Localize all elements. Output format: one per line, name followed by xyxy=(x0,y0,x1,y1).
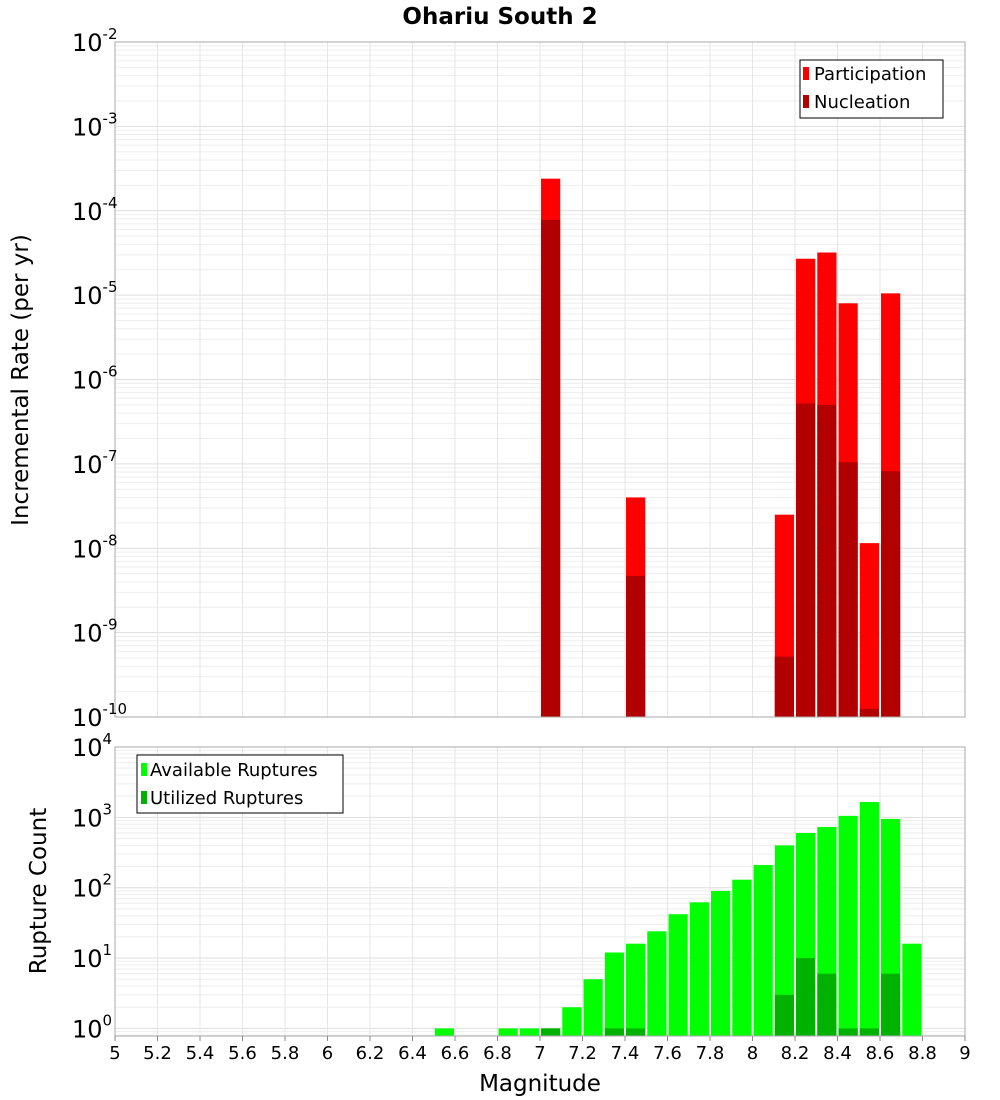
available-ruptures-bar xyxy=(838,815,858,1036)
count-y-tick-label: 100 xyxy=(72,1011,112,1043)
nucleation-legend-label: Nucleation xyxy=(814,92,910,113)
x-tick-label: 5.6 xyxy=(228,1043,257,1064)
available-ruptures-bar xyxy=(774,845,794,1036)
x-tick-label: 8 xyxy=(747,1043,758,1064)
rate-y-tick-label: 10-2 xyxy=(72,25,118,57)
available-ruptures-bar xyxy=(859,802,879,1036)
count-y-tick-label: 103 xyxy=(72,800,112,832)
rate-y-tick-label: 10-5 xyxy=(72,278,118,310)
x-tick-label: 7 xyxy=(534,1043,545,1064)
x-tick-label: 5.4 xyxy=(186,1043,215,1064)
available-ruptures-bar xyxy=(902,943,922,1036)
chart-title: Ohariu South 2 xyxy=(402,4,597,30)
rate-y-tick-label: 10-8 xyxy=(72,531,118,563)
utilized-ruptures-bar xyxy=(541,1028,561,1036)
available-ruptures-bar xyxy=(753,865,773,1036)
available-ruptures-bar xyxy=(498,1028,518,1036)
utilized-ruptures-bar xyxy=(838,1028,858,1036)
count-legend: Available Ruptures Utilized Ruptures xyxy=(136,754,344,814)
x-tick-label: 9 xyxy=(959,1043,970,1064)
count-y-tick-label: 101 xyxy=(72,941,112,973)
participation-legend-label: Participation xyxy=(814,64,926,85)
nucleation-bar xyxy=(838,462,858,717)
available-legend-swatch xyxy=(141,763,147,776)
utilized-ruptures-bar xyxy=(881,973,901,1036)
nucleation-legend-swatch xyxy=(803,95,809,108)
available-ruptures-bar xyxy=(604,952,624,1036)
utilized-ruptures-bar xyxy=(796,958,816,1036)
available-ruptures-bar xyxy=(562,1007,582,1036)
available-ruptures-bar xyxy=(647,931,667,1036)
available-ruptures-bar xyxy=(583,979,603,1036)
nucleation-bar xyxy=(541,219,561,717)
count-plot-y-ticks: 100 101 102 103 104 xyxy=(72,730,112,1043)
participation-bar xyxy=(859,543,879,717)
count-y-tick-label: 102 xyxy=(72,871,112,903)
rate-plot-y-ticks: 10-10 10-9 10-8 10-7 10-6 10-5 10-4 10-3 10-2 xyxy=(72,25,127,732)
available-ruptures-bar xyxy=(519,1028,539,1036)
x-tick-label: 5.8 xyxy=(271,1043,300,1064)
nucleation-bar xyxy=(817,404,837,717)
available-ruptures-bar xyxy=(689,902,709,1036)
x-tick-label: 5.2 xyxy=(143,1043,172,1064)
count-y-axis-label: Rupture Count xyxy=(26,808,52,974)
count-y-tick-label: 104 xyxy=(72,730,112,762)
count-plot-bars xyxy=(434,802,922,1036)
available-ruptures-bar xyxy=(711,890,731,1036)
utilized-legend-label: Utilized Ruptures xyxy=(150,788,303,809)
available-legend-label: Available Ruptures xyxy=(150,760,318,781)
x-tick-label: 8.6 xyxy=(866,1043,895,1064)
utilized-legend-swatch xyxy=(141,791,147,804)
x-tick-label: 6.6 xyxy=(441,1043,470,1064)
rate-y-axis-label: Incremental Rate (per yr) xyxy=(8,234,34,526)
rate-y-tick-label: 10-10 xyxy=(72,700,127,732)
nucleation-bar xyxy=(859,708,879,717)
available-ruptures-bar xyxy=(626,943,646,1036)
rate-legend-box xyxy=(799,59,944,119)
rate-legend: Participation Nucleation xyxy=(799,59,944,119)
count-plot: 100 101 102 103 104 5 5.2 5.4 5.6 5.8 6 6.2 6.4 6.6 6… xyxy=(26,730,971,1097)
rate-plot-frame xyxy=(114,41,966,718)
x-tick-label: 6.8 xyxy=(483,1043,512,1064)
rate-y-tick-label: 10-4 xyxy=(72,194,118,226)
nucleation-bar xyxy=(774,656,794,717)
rate-y-tick-label: 10-7 xyxy=(72,447,118,479)
count-plot-x-ticks: 5 5.2 5.4 5.6 5.8 6 6.2 6.4 6.6 6.8 7 7.2 7.4 7.6 7.8 8… xyxy=(109,1036,971,1064)
x-tick-label: 7.8 xyxy=(696,1043,725,1064)
utilized-ruptures-bar xyxy=(604,1028,624,1036)
available-ruptures-bar xyxy=(668,914,688,1036)
rate-y-tick-label: 10-9 xyxy=(72,616,118,648)
rate-plot: 10-10 10-9 10-8 10-7 10-6 10-5 10-4 10-3 10-2 In… xyxy=(8,25,966,732)
rate-plot-bars xyxy=(541,178,901,717)
x-tick-label: 6.4 xyxy=(398,1043,427,1064)
x-tick-label: 7.2 xyxy=(568,1043,597,1064)
x-tick-label: 7.6 xyxy=(653,1043,682,1064)
x-tick-label: 7.4 xyxy=(611,1043,640,1064)
x-tick-label: 5 xyxy=(109,1043,120,1064)
utilized-ruptures-bar xyxy=(859,1028,879,1036)
x-tick-label: 6 xyxy=(322,1043,333,1064)
available-ruptures-bar xyxy=(434,1028,454,1036)
x-tick-label: 8.4 xyxy=(823,1043,852,1064)
nucleation-bar xyxy=(881,471,901,717)
x-tick-label: 8.8 xyxy=(908,1043,937,1064)
x-axis-label: Magnitude xyxy=(479,1071,601,1097)
x-tick-label: 8.2 xyxy=(781,1043,810,1064)
nucleation-bar xyxy=(796,403,816,717)
count-legend-box xyxy=(136,754,344,814)
rate-y-tick-label: 10-3 xyxy=(72,109,118,141)
participation-legend-swatch xyxy=(803,67,809,80)
rate-y-tick-label: 10-6 xyxy=(72,363,118,395)
utilized-ruptures-bar xyxy=(626,1028,646,1036)
nucleation-bar xyxy=(626,575,646,717)
utilized-ruptures-bar xyxy=(774,994,794,1036)
utilized-ruptures-bar xyxy=(817,973,837,1036)
available-ruptures-bar xyxy=(732,879,752,1036)
x-tick-label: 6.2 xyxy=(356,1043,385,1064)
rate-plot-grid xyxy=(114,42,966,718)
